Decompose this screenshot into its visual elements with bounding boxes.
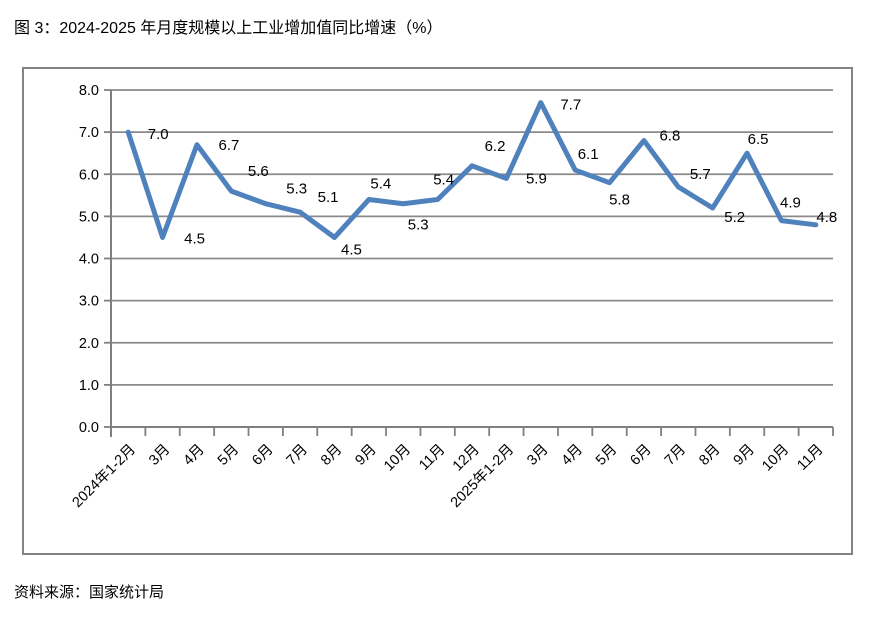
x-axis-category-label: 9月 — [731, 442, 758, 469]
x-axis-category-label: 2024年1-2月 — [69, 441, 139, 511]
data-point-label: 4.9 — [780, 195, 801, 212]
data-point-label: 5.3 — [408, 217, 429, 234]
data-point-label: 5.6 — [248, 163, 269, 180]
x-axis-category-label: 8月 — [318, 442, 345, 469]
data-point-label: 5.7 — [690, 166, 711, 183]
data-point-label: 5.4 — [433, 172, 454, 189]
y-axis-tick-label: 7.0 — [79, 125, 99, 141]
y-axis-tick-label: 5.0 — [79, 209, 99, 225]
x-axis-category-label: 3月 — [146, 442, 173, 469]
data-point-label: 6.8 — [659, 128, 680, 145]
y-axis-tick-label: 6.0 — [79, 167, 99, 183]
data-series-line — [125, 100, 819, 240]
x-axis-category-label: 5月 — [215, 442, 242, 469]
data-point-label: 5.4 — [370, 176, 391, 193]
data-point-label: 4.8 — [816, 209, 837, 226]
chart-title: 图 3：2024-2025 年月度规模以上工业增加值同比增速（%） — [14, 20, 443, 37]
x-axis-category-label: 11月 — [416, 442, 448, 474]
y-axis-tick-label: 8.0 — [79, 83, 99, 99]
y-axis-tick-label: 0.0 — [79, 420, 99, 436]
source-note: 资料来源：国家统计局 — [14, 584, 165, 601]
y-axis-tick-label: 2.0 — [79, 336, 99, 352]
x-axis-category-label: 7月 — [662, 442, 689, 469]
x-axis-category-label: 6月 — [627, 442, 654, 469]
chart-frame — [22, 67, 853, 555]
data-point-label: 5.2 — [724, 209, 745, 226]
data-point-label: 5.9 — [526, 170, 547, 187]
x-axis-category-label: 9月 — [352, 442, 379, 469]
x-axis-category-label: 11月 — [794, 442, 826, 474]
y-axis-tick-label: 3.0 — [79, 294, 99, 310]
x-axis-category-label: 2025年1-2月 — [447, 441, 517, 511]
x-axis-category-label: 10月 — [759, 442, 792, 475]
x-axis-category-label: 6月 — [249, 442, 276, 469]
x-axis-category-label: 8月 — [696, 442, 723, 469]
data-point-label: 7.0 — [148, 126, 169, 143]
data-point-label: 5.3 — [286, 181, 307, 198]
data-point-label: 5.8 — [609, 192, 630, 209]
x-axis-category-label: 10月 — [381, 442, 414, 475]
data-point-label: 6.7 — [219, 137, 240, 154]
y-axis-tick-label: 1.0 — [79, 378, 99, 394]
data-point-label: 5.1 — [318, 189, 339, 206]
data-point-label: 6.1 — [578, 146, 599, 163]
x-axis-category-label: 4月 — [559, 442, 586, 469]
data-point-label: 6.2 — [485, 138, 506, 155]
data-point-label: 6.5 — [748, 131, 769, 148]
x-axis-category-label: 3月 — [524, 442, 551, 469]
data-point-label: 4.5 — [184, 230, 205, 247]
x-axis-category-label: 5月 — [593, 442, 620, 469]
data-point-label: 4.5 — [341, 241, 362, 258]
x-axis-category-label: 7月 — [284, 442, 311, 469]
x-axis-category-label: 4月 — [181, 442, 208, 469]
y-axis-tick-label: 4.0 — [79, 252, 99, 268]
data-point-label: 7.7 — [560, 97, 581, 114]
